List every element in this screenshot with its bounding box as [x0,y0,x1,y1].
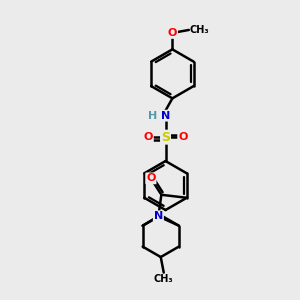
Text: O: O [143,132,153,142]
Text: O: O [168,28,177,38]
Text: O: O [178,132,188,142]
Text: N: N [154,211,163,221]
Text: S: S [161,131,170,144]
Text: O: O [146,173,156,183]
Text: H: H [148,111,158,121]
Text: CH₃: CH₃ [189,25,209,35]
Text: CH₃: CH₃ [154,274,174,284]
Text: N: N [161,111,170,121]
